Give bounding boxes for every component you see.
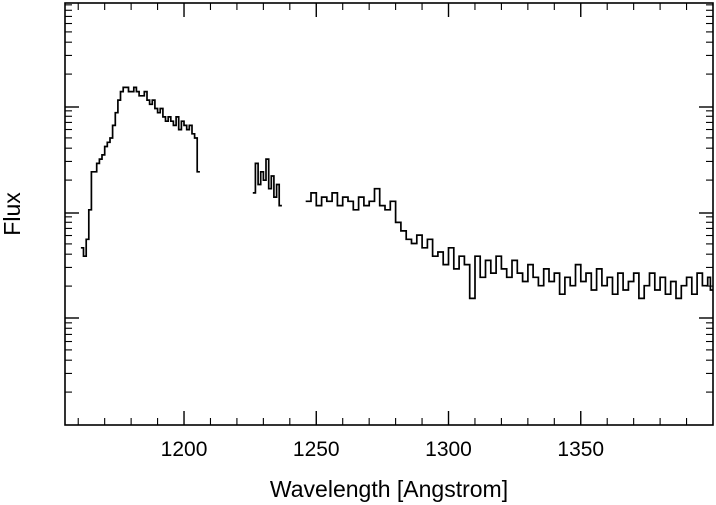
x-tick-label: 1350 [557,438,604,461]
spectrum-segment [252,158,282,207]
spectrum-segment [80,86,200,258]
x-axis-ticks [77,3,688,425]
plot-frame [64,2,714,426]
spectrum-series [80,86,713,300]
x-axis-tick-labels: 1200 1250 1300 1350 [161,438,604,461]
x-tick-label: 1250 [293,438,340,461]
x-tick-label: 1300 [425,438,472,461]
spectrum-segment [305,187,713,300]
x-tick-label: 1200 [161,438,208,461]
y-axis-label: Flux [0,192,25,236]
y-axis-ticks [65,4,713,393]
x-axis-label: Wavelength [Angstrom] [270,476,508,502]
